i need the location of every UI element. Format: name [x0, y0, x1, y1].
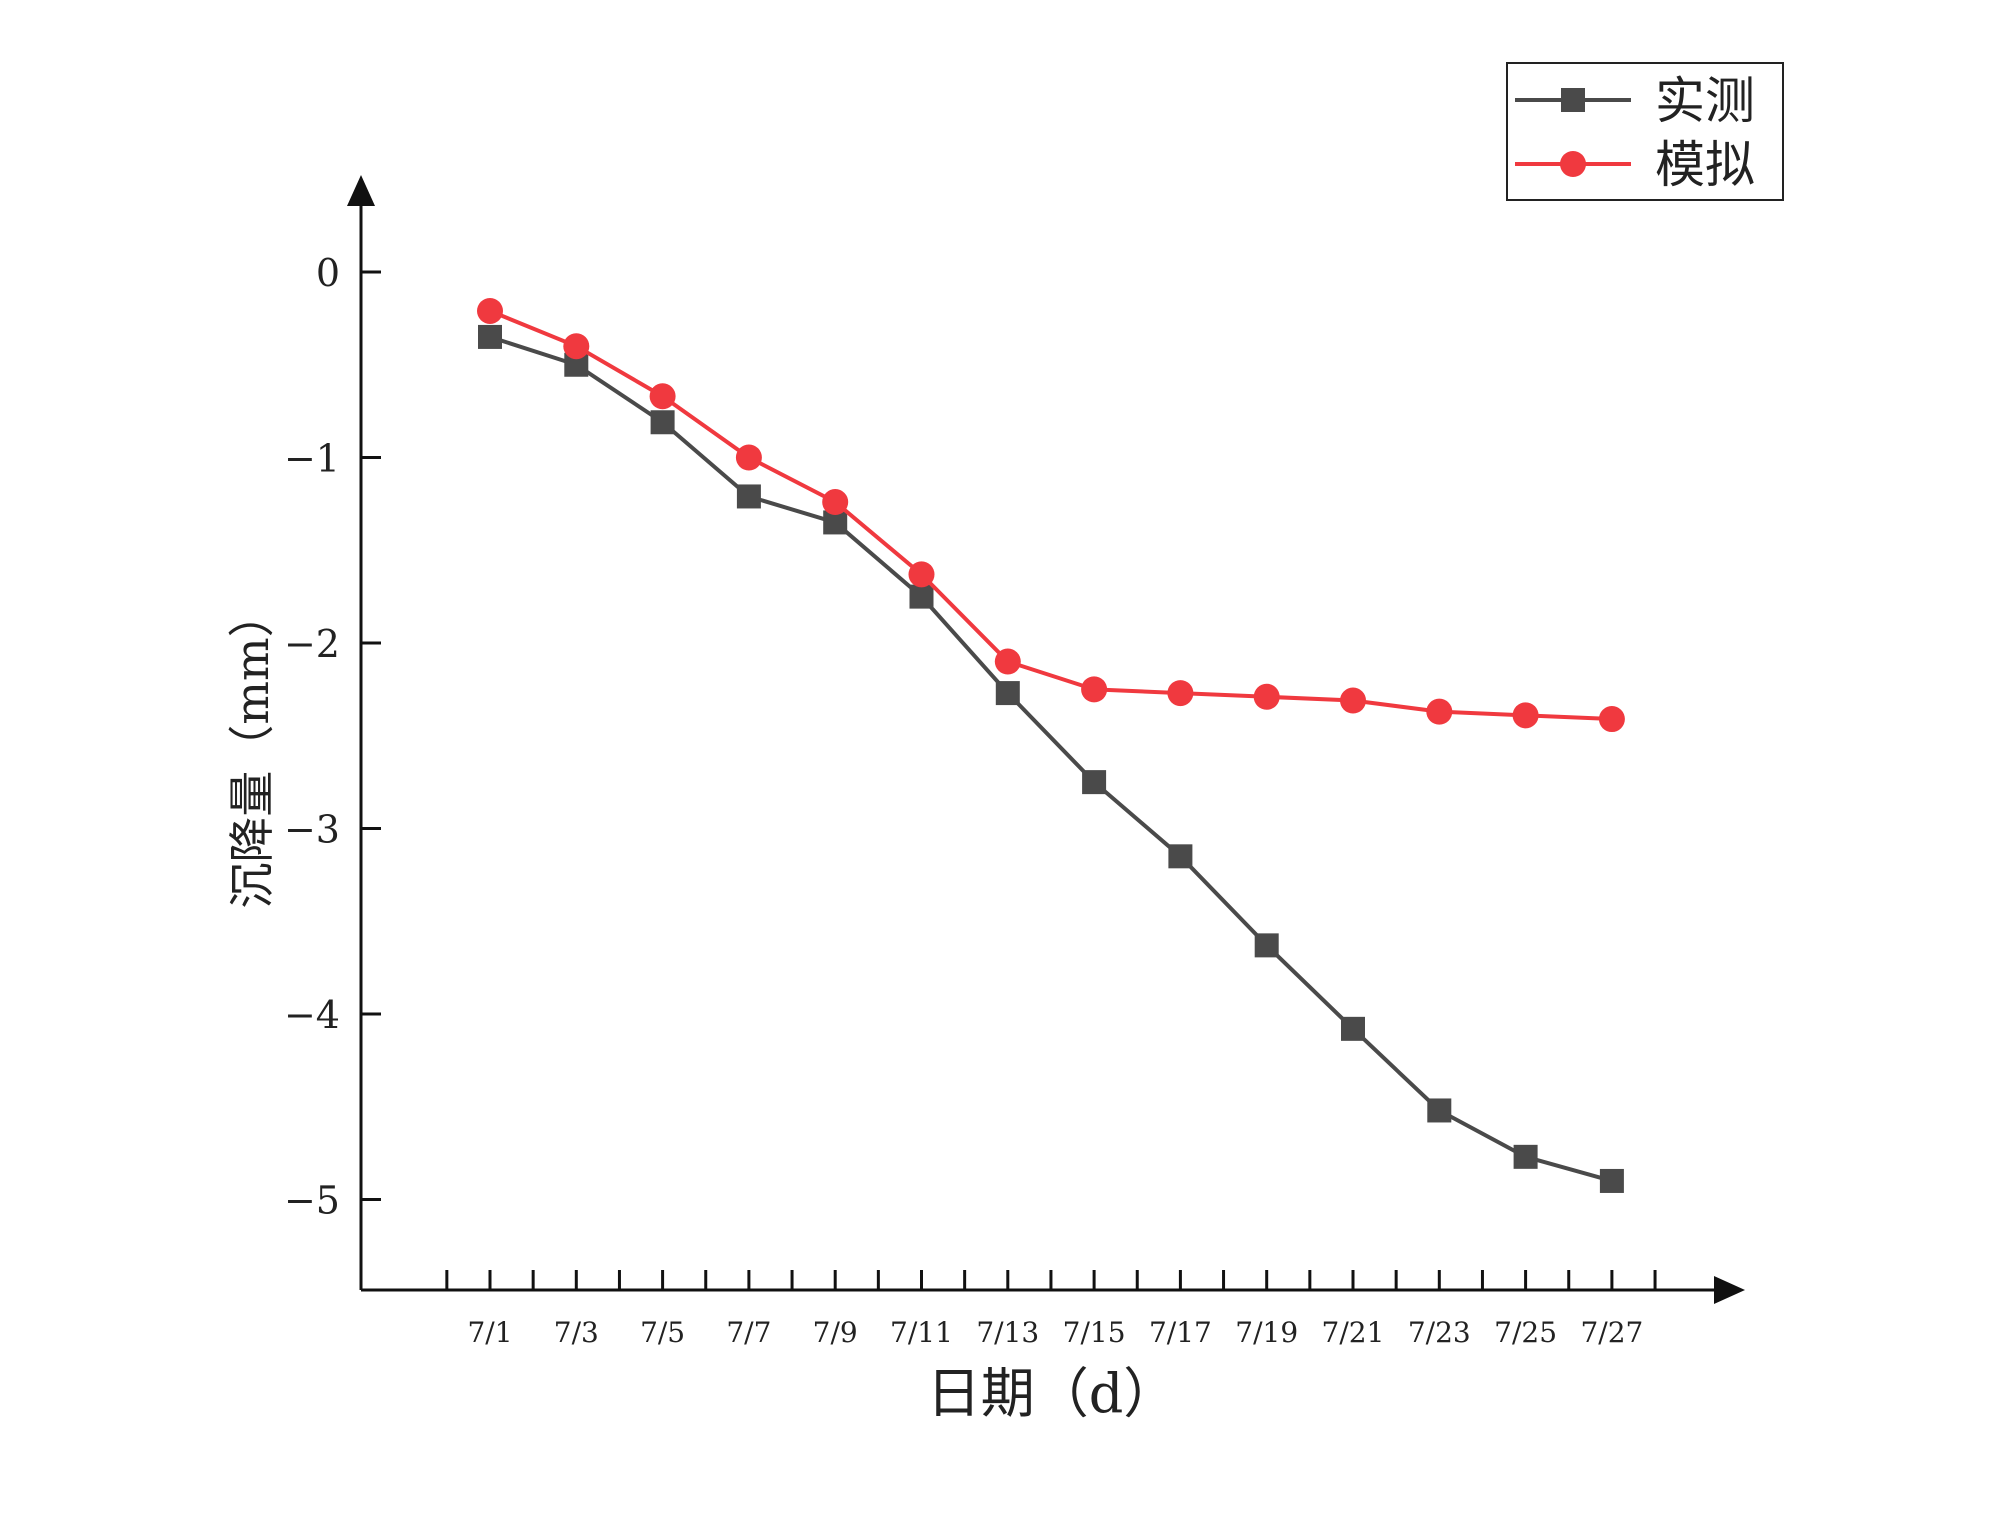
y-axis-arrow [347, 175, 375, 206]
data-point-square [1254, 933, 1279, 958]
series-line [489, 309, 1612, 722]
data-point-circle [1340, 687, 1366, 714]
data-point-circle [1512, 702, 1539, 729]
y-axis-label: 沉降量（mm） [225, 591, 279, 908]
y-tick-label: 0 [316, 251, 340, 295]
legend-marker-circle [1560, 151, 1586, 177]
data-point-circle [1081, 676, 1108, 703]
x-tick-label: 7/25 [1494, 1316, 1557, 1349]
data-point-circle [908, 561, 935, 588]
data-point-circle [477, 297, 503, 324]
data-point-square [995, 681, 1020, 706]
x-tick-label: 7/11 [890, 1316, 953, 1349]
axes-group [347, 175, 1745, 1304]
legend-box [1506, 62, 1784, 201]
x-tick-label: 7/9 [813, 1316, 858, 1349]
y-tick-label: −5 [284, 1179, 340, 1223]
x-tick-label: 7/19 [1235, 1316, 1298, 1349]
data-point-circle [1167, 680, 1194, 707]
data-point-square [478, 324, 502, 349]
data-point-circle [994, 648, 1021, 675]
data-point-square [1168, 844, 1193, 869]
x-tick-label: 7/15 [1063, 1316, 1126, 1349]
ticks-group: 0 −1 −2 −3 −4 −5 7/1 7/3 7/5 7/7 7/9 7/11 7/13 7/15 7/… [284, 251, 1657, 1349]
series-line [489, 335, 1613, 1183]
y-tick-label: −4 [284, 993, 340, 1037]
data-point-circle [1253, 683, 1280, 710]
y-tick-label: −2 [284, 622, 340, 666]
x-tick-label: 7/7 [726, 1316, 771, 1349]
x-tick-label: 7/5 [640, 1316, 685, 1349]
data-point-circle [649, 383, 676, 410]
data-point-circle [735, 444, 762, 471]
series-group [477, 297, 1625, 1193]
x-axis-label: 日期（d） [927, 1362, 1178, 1425]
data-point-square [1082, 770, 1107, 795]
x-tick-label: 7/21 [1322, 1316, 1385, 1349]
data-point-square [1513, 1144, 1538, 1169]
x-tick-label: 7/27 [1580, 1316, 1643, 1349]
data-point-square [909, 584, 934, 609]
data-point-square [1599, 1168, 1624, 1193]
data-point-circle [1598, 706, 1625, 733]
x-tick-label: 7/13 [976, 1316, 1039, 1349]
legend-label: 模拟 [1655, 136, 1755, 194]
data-point-square [1427, 1098, 1452, 1123]
data-point-square [736, 484, 761, 509]
data-point-circle [1426, 698, 1453, 725]
x-tick-label: 7/23 [1408, 1316, 1471, 1349]
x-tick-label: 7/3 [554, 1316, 599, 1349]
data-point-square [650, 410, 675, 435]
data-point-circle [563, 333, 590, 360]
y-tick-label: −3 [284, 808, 340, 852]
legend-marker-square [1561, 88, 1585, 112]
x-axis-arrow [1714, 1276, 1745, 1304]
x-tick-label: 7/17 [1149, 1316, 1212, 1349]
x-tick-label: 7/1 [467, 1316, 512, 1349]
y-tick-label: −1 [284, 437, 340, 481]
data-point-square [1341, 1016, 1365, 1041]
legend-label: 实测 [1655, 72, 1755, 130]
data-point-circle [822, 489, 849, 516]
